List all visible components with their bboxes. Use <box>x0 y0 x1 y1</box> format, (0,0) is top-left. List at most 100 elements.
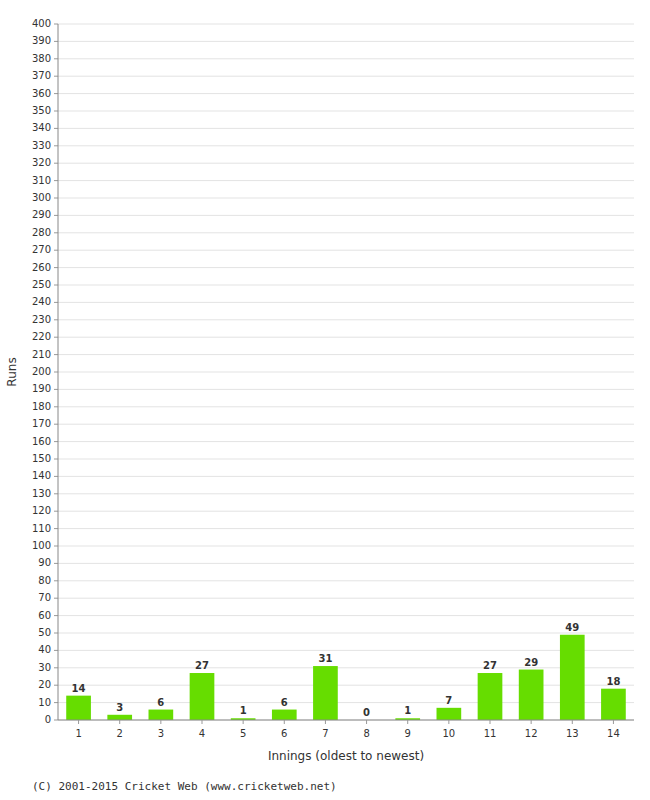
x-tick <box>407 720 408 724</box>
y-tick-label: 10 <box>38 697 51 708</box>
grid-line <box>58 633 634 634</box>
y-tick <box>54 232 58 233</box>
x-tick <box>119 720 120 724</box>
bar <box>272 710 297 720</box>
data-label: 27 <box>483 660 497 671</box>
y-tick <box>54 667 58 668</box>
grid-line <box>58 598 634 599</box>
y-tick <box>54 615 58 616</box>
x-tick-label: 7 <box>322 728 328 739</box>
grid-line <box>58 406 634 407</box>
y-tick-label: 360 <box>32 88 51 99</box>
x-tick-label: 13 <box>566 728 579 739</box>
y-tick-label: 220 <box>32 331 51 342</box>
y-axis-line <box>58 24 59 720</box>
x-tick-label: 3 <box>158 728 164 739</box>
y-tick-label: 120 <box>32 505 51 516</box>
x-tick-label: 1 <box>75 728 81 739</box>
grid-line <box>58 702 634 703</box>
x-tick <box>160 720 161 724</box>
x-tick <box>572 720 573 724</box>
y-tick <box>54 441 58 442</box>
y-tick-label: 280 <box>32 227 51 238</box>
grid-line <box>58 511 634 512</box>
y-tick <box>54 302 58 303</box>
x-tick <box>490 720 491 724</box>
y-tick <box>54 580 58 581</box>
y-tick <box>54 337 58 338</box>
grid-line <box>58 563 634 564</box>
y-tick-label: 300 <box>32 192 51 203</box>
y-tick <box>54 563 58 564</box>
grid-line <box>58 424 634 425</box>
x-tick <box>243 720 244 724</box>
y-tick-label: 190 <box>32 383 51 394</box>
y-tick <box>54 476 58 477</box>
x-tick-label: 8 <box>363 728 369 739</box>
y-tick-label: 170 <box>32 418 51 429</box>
y-tick <box>54 24 58 25</box>
y-tick <box>54 58 58 59</box>
y-tick-label: 50 <box>38 627 51 638</box>
y-tick-label: 70 <box>38 592 51 603</box>
x-tick-label: 6 <box>281 728 287 739</box>
data-label: 0 <box>363 707 370 718</box>
y-tick-label: 200 <box>32 366 51 377</box>
data-label: 3 <box>116 702 123 713</box>
grid-line <box>58 180 634 181</box>
grid-line <box>58 302 634 303</box>
y-tick-label: 110 <box>32 523 51 534</box>
grid-line <box>58 267 634 268</box>
grid-line <box>58 667 634 668</box>
x-axis-label: Innings (oldest to newest) <box>268 749 424 763</box>
grid-line <box>58 250 634 251</box>
grid-line <box>58 163 634 164</box>
bar <box>560 635 585 720</box>
data-label: 14 <box>72 683 86 694</box>
y-tick <box>54 319 58 320</box>
y-tick-label: 320 <box>32 157 51 168</box>
y-tick-label: 350 <box>32 105 51 116</box>
grid-line <box>58 354 634 355</box>
y-tick <box>54 633 58 634</box>
data-label: 7 <box>445 695 452 706</box>
grid-line <box>58 546 634 547</box>
bar <box>601 689 626 720</box>
y-tick-label: 20 <box>38 679 51 690</box>
y-tick <box>54 720 58 721</box>
y-tick <box>54 406 58 407</box>
bar <box>149 710 174 720</box>
grid-line <box>58 720 634 721</box>
x-tick <box>78 720 79 724</box>
y-tick-label: 0 <box>45 714 51 725</box>
y-tick-label: 60 <box>38 610 51 621</box>
grid-line <box>58 145 634 146</box>
data-label: 1 <box>404 705 411 716</box>
y-tick-label: 180 <box>32 401 51 412</box>
bar <box>519 670 544 720</box>
grid-line <box>58 41 634 42</box>
y-tick <box>54 93 58 94</box>
grid-line <box>58 76 634 77</box>
y-tick-label: 260 <box>32 262 51 273</box>
y-tick <box>54 76 58 77</box>
grid-line <box>58 337 634 338</box>
y-tick-label: 230 <box>32 314 51 325</box>
grid-line <box>58 685 634 686</box>
y-tick-label: 330 <box>32 140 51 151</box>
y-tick-label: 30 <box>38 662 51 673</box>
x-tick <box>284 720 285 724</box>
y-tick <box>54 493 58 494</box>
grid-line <box>58 93 634 94</box>
bars <box>66 635 626 720</box>
data-label: 29 <box>524 657 538 668</box>
y-tick-label: 290 <box>32 209 51 220</box>
y-tick <box>54 111 58 112</box>
grid-line <box>58 198 634 199</box>
y-tick-label: 150 <box>32 453 51 464</box>
y-tick <box>54 198 58 199</box>
y-tick <box>54 250 58 251</box>
x-axis: 1234567891011121314 <box>58 720 634 739</box>
y-tick <box>54 163 58 164</box>
grid-line <box>58 493 634 494</box>
